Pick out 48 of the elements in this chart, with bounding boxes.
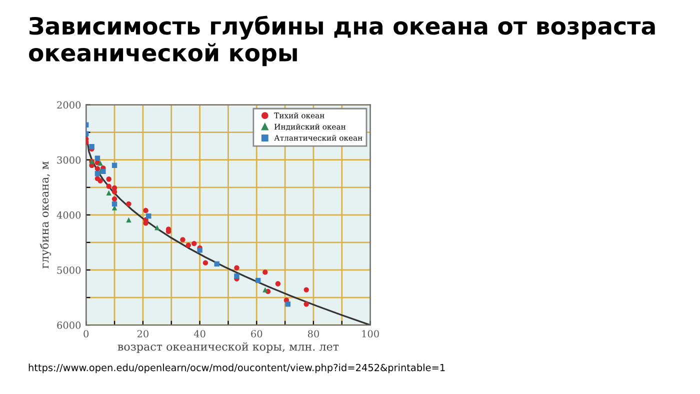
point bbox=[275, 281, 281, 286]
point bbox=[94, 166, 100, 172]
point bbox=[214, 261, 220, 267]
point bbox=[285, 302, 290, 307]
point bbox=[255, 278, 261, 284]
point bbox=[112, 201, 118, 207]
point bbox=[112, 196, 118, 202]
point bbox=[234, 273, 240, 279]
point bbox=[126, 201, 132, 207]
x-tick-label: 100 bbox=[362, 330, 379, 338]
x-tick-label: 0 bbox=[84, 330, 89, 338]
chart-title: Зависимость глубины дна океана от возраста океанической коры bbox=[29, 16, 655, 66]
point bbox=[94, 156, 100, 161]
x-tick-label: 40 bbox=[194, 330, 206, 338]
point bbox=[304, 302, 309, 307]
y-tick-label: 6000 bbox=[57, 322, 81, 329]
point bbox=[106, 184, 112, 189]
point bbox=[186, 242, 192, 248]
y-tick-label: 5000 bbox=[57, 266, 81, 274]
point bbox=[112, 162, 118, 168]
x-tick-label: 60 bbox=[251, 330, 262, 338]
point bbox=[154, 224, 160, 230]
y-tick-label: 2000 bbox=[57, 101, 81, 109]
text: https://www.open.edu/openlearn/ocw/mod/oucontent/view.php?id=2452&printable=1 bbox=[28, 364, 445, 374]
point bbox=[234, 265, 240, 270]
x-tick-label: 20 bbox=[137, 330, 148, 338]
point bbox=[197, 248, 202, 253]
point bbox=[146, 213, 152, 219]
y-tick-label: 3000 bbox=[57, 156, 81, 164]
point bbox=[94, 171, 100, 176]
point bbox=[262, 270, 268, 275]
point bbox=[180, 237, 186, 242]
point bbox=[304, 287, 309, 292]
y-axis-title: глубина океана, м bbox=[40, 162, 51, 268]
point bbox=[143, 208, 148, 214]
point bbox=[106, 190, 112, 196]
x-axis-title: возраст океанической коры, млн. лет bbox=[118, 342, 339, 353]
point bbox=[191, 240, 197, 246]
point bbox=[202, 260, 208, 266]
point bbox=[100, 168, 106, 174]
x-tick-label: 80 bbox=[308, 330, 319, 338]
point bbox=[106, 176, 112, 182]
point bbox=[126, 217, 132, 222]
point bbox=[98, 160, 103, 166]
point bbox=[112, 189, 118, 194]
y-tick-label: 4000 bbox=[56, 211, 81, 219]
point bbox=[262, 287, 268, 292]
point bbox=[94, 176, 100, 182]
